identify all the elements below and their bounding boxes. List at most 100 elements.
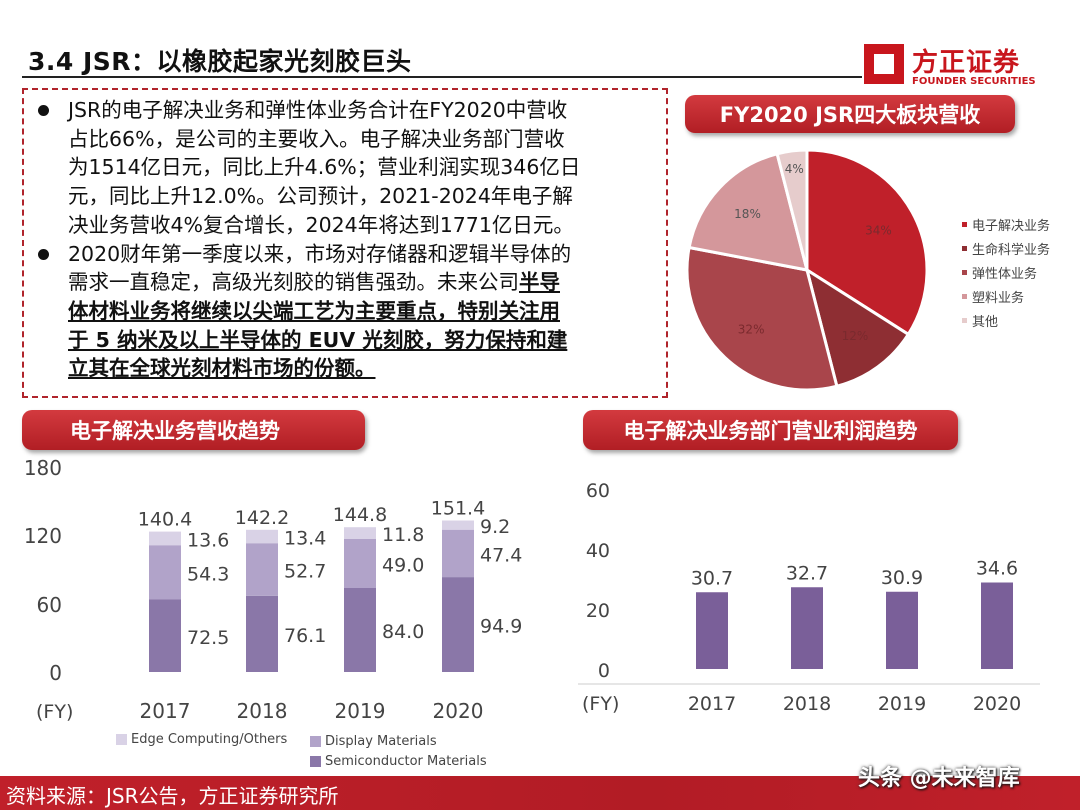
data-label: 34.6 — [976, 558, 1018, 580]
data-label: 9.2 — [480, 516, 510, 538]
text-line: 元，同比上升12.0%。公司预计，2021-2024年电子解 — [34, 182, 656, 211]
legend-item: 其他 — [962, 311, 998, 330]
text-segment: 2020财年第一季度以来，市场对存储器和逻辑半导体的 — [68, 241, 572, 266]
total-label: 142.2 — [235, 507, 289, 529]
watermark: 头条 @未来智库 — [858, 766, 1020, 791]
legend-label: 电子解决业务 — [972, 219, 1051, 234]
founder-securities-logo: 方正证券 FOUNDER SECURITIES — [864, 42, 1044, 92]
pie-slice — [775, 148, 809, 271]
pie-data-label: 18% — [734, 207, 761, 221]
legend-label: 弹性体业务 — [972, 267, 1038, 282]
logo-cn: 方正证券 — [912, 48, 1021, 78]
legend-label: 生命科学业务 — [972, 243, 1051, 258]
total-label: 140.4 — [138, 509, 192, 531]
x-tick-label: 2018 — [783, 693, 831, 715]
bullet-icon — [38, 105, 49, 116]
text-line: 体材料业务将继续以尖端工艺为主要重点，特别关注用 — [34, 297, 656, 326]
legend-semiconductor: Semiconductor Materials — [310, 754, 487, 769]
x-tick-label: 2017 — [688, 693, 736, 715]
text-line: 占比66%，是公司的主要收入。电子解决业务部门营收 — [34, 125, 656, 154]
text-line: 立其在全球光刻材料市场的份额。 — [34, 354, 656, 383]
emphasized-text: 体材料业务将继续以尖端工艺为主要重点，特别关注用 — [68, 298, 560, 323]
source-footer: 资料来源：JSR公告，方正证券研究所 — [0, 776, 1080, 810]
data-label: 76.1 — [284, 625, 326, 647]
bullet-icon — [38, 248, 49, 260]
legend-swatch — [962, 222, 967, 227]
x-tick-label: 2020 — [973, 693, 1021, 715]
revenue-pie-chart: 34% 12% 32% 18% 4% — [685, 148, 929, 392]
summary-textbox: JSR的电子解决业务和弹性体业务合计在FY2020中营收 占比66%，是公司的主要… — [22, 88, 668, 398]
bar-segment — [442, 529, 474, 578]
logo-en: FOUNDER SECURITIES — [912, 76, 1036, 87]
text-segment: 为1514亿日元，同比上升4.6%；营业利润实现346亿日 — [68, 155, 581, 180]
text-segment: 元，同比上升12.0%。公司预计，2021-2024年电子解 — [68, 184, 573, 209]
text-line: 于 5 纳米及以上半导体的 EUV 光刻胶，努力保持和建 — [34, 326, 656, 355]
bar-segment — [149, 599, 181, 672]
right-chart-title: 电子解决业务部门营业利润趋势 — [583, 410, 958, 450]
pie-slice — [804, 266, 911, 389]
legend-item: 弹性体业务 — [962, 263, 1037, 282]
y-tick-label: 120 — [24, 524, 62, 548]
pie-data-label: 4% — [785, 162, 804, 176]
legend-label: 其他 — [972, 315, 999, 330]
x-tick-label: 2019 — [335, 699, 386, 723]
text-line: JSR的电子解决业务和弹性体业务合计在FY2020中营收 — [34, 96, 656, 125]
pie-slice — [685, 245, 839, 392]
text-segment: 占比66%，是公司的主要收入。电子解决业务部门营收 — [68, 126, 565, 151]
total-label: 144.8 — [333, 504, 387, 526]
bar — [696, 592, 728, 669]
legend-swatch — [962, 294, 967, 299]
data-label: 47.4 — [480, 544, 522, 566]
bar-segment — [246, 543, 278, 596]
total-label: 151.4 — [431, 498, 485, 520]
y-tick-label: 20 — [586, 600, 610, 622]
bar-segment — [442, 577, 474, 672]
legend-swatch — [962, 270, 967, 275]
emphasized-text: 于 5 纳米及以上半导体的 EUV 光刻胶，努力保持和建 — [68, 327, 568, 352]
bar-segment — [149, 531, 181, 546]
bar-segment — [344, 527, 376, 539]
x-tick-label: 2020 — [433, 699, 484, 723]
x-tick-label: 2019 — [878, 693, 926, 715]
y-tick-label: 0 — [49, 661, 62, 685]
data-label: 30.7 — [691, 567, 733, 589]
data-label: 49.0 — [382, 555, 424, 577]
legend-display: Display Materials — [310, 734, 437, 749]
y-tick-label: 60 — [37, 593, 62, 617]
pie-data-label: 12% — [842, 329, 869, 343]
bar-segment — [344, 539, 376, 588]
data-label: 13.6 — [187, 529, 229, 551]
data-label: 52.7 — [284, 561, 326, 583]
legend-swatch — [962, 246, 967, 251]
legend-item: 生命科学业务 — [962, 239, 1050, 258]
bar-segment — [246, 595, 278, 672]
x-axis-label: (FY) — [36, 701, 73, 723]
text-line: 2020财年第一季度以来，市场对存储器和逻辑半导体的 — [34, 240, 656, 269]
bar-segment — [344, 588, 376, 672]
text-segment: 需求一直稳定，高级光刻胶的销售强劲。未来公司 — [68, 270, 519, 295]
legend-item: 电子解决业务 — [962, 215, 1050, 234]
data-label: 32.7 — [786, 562, 828, 584]
text-line: 为1514亿日元，同比上升4.6%；营业利润实现346亿日 — [34, 153, 656, 182]
data-label: 54.3 — [187, 563, 229, 585]
legend-edge: Edge Computing/Others — [116, 732, 287, 747]
pie-slice — [687, 151, 810, 272]
pie-data-label: 34% — [865, 224, 892, 238]
text-line: 决业务营收4%复合增长，2024年将达到1771亿日元。 — [34, 211, 656, 240]
y-tick-label: 40 — [586, 540, 610, 562]
y-tick-label: 0 — [598, 660, 610, 682]
title-divider — [22, 76, 862, 78]
data-label: 30.9 — [881, 567, 923, 589]
pie-chart-title: FY2020 JSR四大板块营收 — [685, 95, 1015, 133]
data-label: 13.4 — [284, 528, 326, 550]
emphasized-text: 立其在全球光刻材料市场的份额。 — [68, 356, 376, 381]
legend-item: 塑料业务 — [962, 287, 1024, 306]
x-tick-label: 2017 — [140, 699, 191, 723]
bar — [791, 587, 823, 669]
text-segment: 决业务营收4%复合增长，2024年将达到1771亿日元。 — [68, 212, 574, 237]
data-label: 94.9 — [480, 616, 522, 638]
profit-trend-chart: 0 20 40 60 30.7 2017 32.7 2018 30.9 2019 34.6 2020 (… — [578, 480, 1040, 715]
data-label: 72.5 — [187, 627, 229, 649]
bar — [886, 591, 918, 669]
pie-data-label: 32% — [738, 322, 765, 336]
